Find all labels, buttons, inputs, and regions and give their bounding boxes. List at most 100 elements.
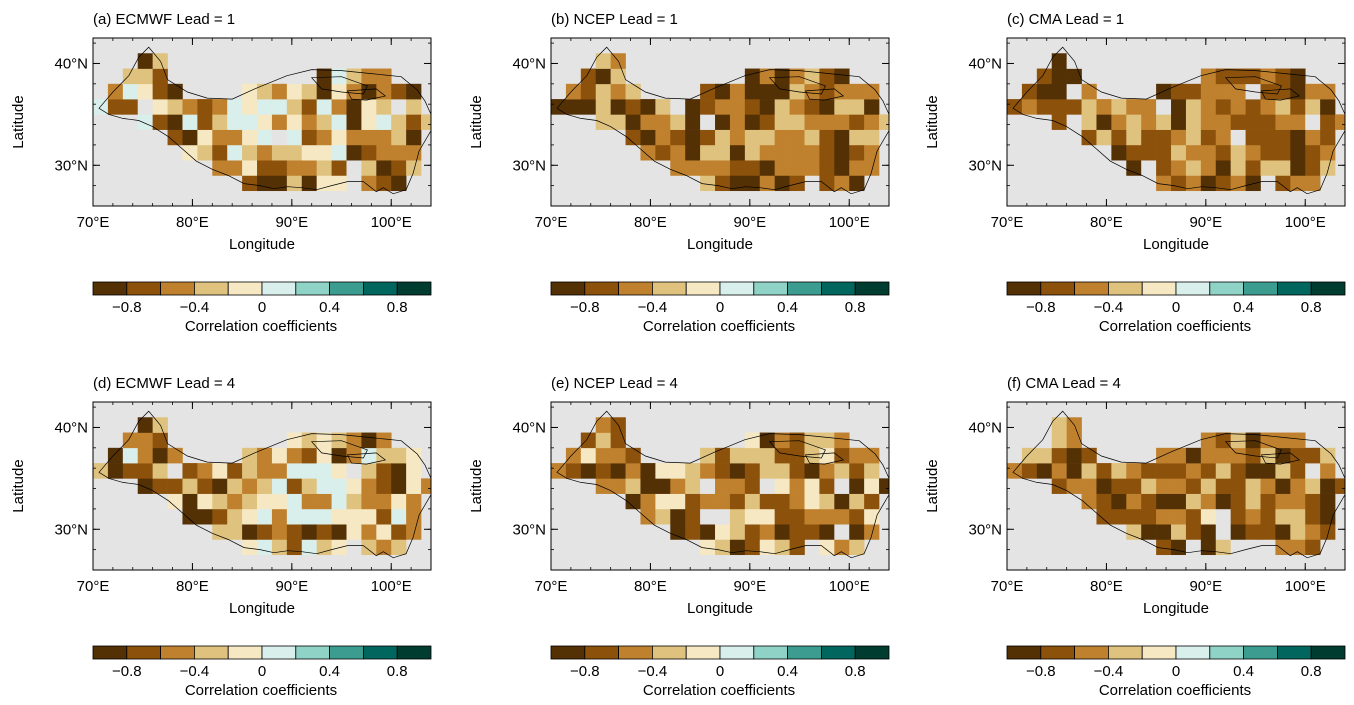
grid-cell [595, 463, 611, 479]
grid-cell [137, 447, 153, 464]
grid-cell [1230, 68, 1246, 85]
grid-cell [1111, 129, 1127, 146]
map-frame [92, 37, 432, 207]
colorbar-swatch [550, 645, 586, 660]
colorbar-swatch [160, 281, 195, 296]
grid-cell [346, 129, 362, 146]
grid-cell [565, 463, 582, 479]
grid-cell [346, 160, 362, 176]
basin-outline [1224, 440, 1282, 459]
grid-cell [227, 508, 243, 525]
grid-cell [1290, 99, 1306, 115]
grid-cell [744, 478, 761, 494]
grid-cell [804, 83, 820, 100]
grid-cell [1036, 68, 1053, 85]
grid-cell [152, 463, 168, 479]
x-tick-label: 90°E [733, 578, 766, 595]
colorbar-swatch [1277, 645, 1312, 660]
grid-cell [744, 447, 761, 464]
grid-cell [376, 493, 392, 510]
grid-cell [655, 144, 671, 161]
grid-cell [610, 478, 626, 494]
grid-cell [1126, 114, 1142, 130]
grid-cell [1260, 508, 1276, 525]
grid-cell [1290, 463, 1306, 479]
grid-cell [271, 114, 288, 130]
grid-cell [376, 524, 392, 540]
grid-cell [1215, 114, 1231, 130]
grid-cell [137, 68, 153, 85]
grid-cell [729, 493, 746, 510]
y-tick-label: 30°N [968, 157, 1002, 174]
colorbar: −0.8 −0.4 0 0.4 0.8 Correlation coefficients [550, 281, 890, 335]
grid-cell [610, 463, 626, 479]
y-axis-label: Latitude [924, 459, 941, 512]
grid-cell [729, 478, 746, 494]
colorbar-tick-label: −0.4 [180, 299, 210, 316]
grid-cell [1111, 493, 1127, 510]
grid-cell [610, 447, 626, 464]
grid-cell [286, 539, 303, 556]
grid-cell [1275, 160, 1291, 176]
colorbar: −0.8 −0.4 0 0.4 0.8 Correlation coefficients [92, 281, 432, 335]
grid-cell [137, 417, 153, 433]
grid-cell [197, 99, 213, 115]
grid-cell [625, 478, 641, 494]
grid-cell [227, 144, 243, 161]
grid-cell [376, 160, 392, 176]
grid-cell [286, 175, 303, 192]
grid-cell [1126, 524, 1142, 540]
grid-cell [1171, 539, 1187, 556]
colorbar-swatch [295, 281, 330, 296]
grid-cell [1185, 463, 1202, 479]
grid-cell [406, 129, 422, 146]
grid-cell [271, 478, 288, 494]
x-tick-label: 100°E [1285, 578, 1326, 595]
grid-cell [212, 478, 228, 494]
grid-cell [1305, 493, 1321, 510]
grid-cell [789, 175, 805, 192]
grid-cell [212, 144, 228, 161]
grid-cell [789, 508, 805, 525]
grid-cell [286, 114, 303, 130]
grid-cell [1260, 524, 1276, 540]
grid-cell [406, 83, 422, 100]
grid-cell [406, 508, 422, 525]
basin-outline [1260, 88, 1301, 101]
y-axis-label: Latitude [924, 95, 941, 148]
grid-cell [316, 432, 332, 449]
grid-cell [1111, 144, 1127, 161]
grid-cell [789, 144, 805, 161]
grid-cell [271, 508, 288, 525]
grid-cell [1290, 524, 1306, 540]
grid-cell [346, 463, 362, 479]
grid-cell [1051, 478, 1067, 494]
grid-cell [595, 53, 611, 69]
grid-cell [1200, 447, 1217, 464]
grid-cell [640, 144, 656, 161]
grid-cell [257, 508, 273, 525]
x-axis-label: Longitude [687, 600, 753, 617]
grid-cell [789, 524, 805, 540]
grid-cell [376, 144, 392, 161]
grid-cell [819, 508, 835, 525]
x-tick-label: 70°E [77, 214, 110, 231]
grid-cell [580, 447, 597, 464]
grid-cell [1156, 99, 1172, 115]
grid-cell [834, 114, 850, 130]
grid-cell [152, 83, 168, 100]
colorbar-swatch [618, 645, 653, 660]
grid-cell [1215, 175, 1231, 192]
grid-cell [1230, 539, 1246, 556]
y-axis-label: Latitude [10, 459, 27, 512]
grid-cell [729, 83, 746, 100]
grid-cell [834, 68, 850, 85]
grid-cell [212, 129, 228, 146]
grid-cell [391, 99, 407, 115]
grid-cell [182, 478, 198, 494]
grid-cell [1290, 129, 1306, 146]
y-tick-label: 40°N [54, 419, 88, 436]
grid-cell [1096, 508, 1112, 525]
x-tick-label: 80°E [176, 214, 209, 231]
grid-cell [391, 478, 407, 494]
